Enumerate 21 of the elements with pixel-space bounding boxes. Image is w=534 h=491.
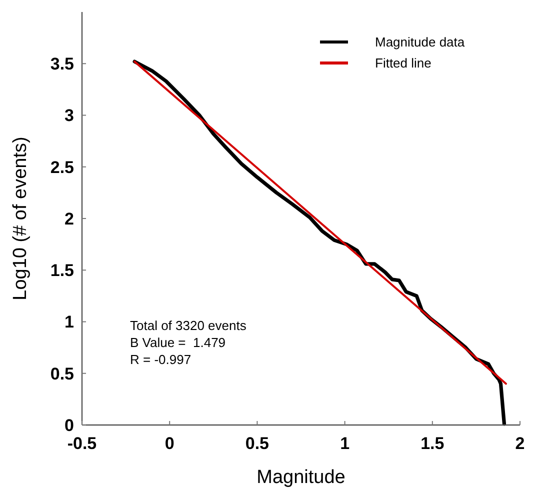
x-tick-label: -0.5 [67,434,97,453]
x-axis-title: Magnitude [256,467,346,488]
legend-label: Magnitude data [375,34,466,50]
x-tick-label: 2 [515,434,525,453]
x-tick-label: 1.5 [420,434,444,453]
x-tick-label: 0.5 [245,434,270,453]
y-tick-label: 3 [64,106,74,126]
y-tick-label: 0 [64,416,74,435]
annotation: R = -0.997 [130,352,192,367]
y-tick-label: 2.5 [50,158,74,177]
y-tick-label: 0.5 [50,364,74,384]
x-tick-label: 0 [164,434,174,453]
y-tick-label: 2 [64,209,74,228]
y-axis-title: Log10 (# of events) [10,136,31,300]
y-tick-label: 1.5 [50,261,74,280]
legend-label: Fitted line [375,56,432,71]
y-tick-label: 1 [64,312,74,332]
annotation: B Value = 1.479 [130,335,226,350]
y-tick-label: 3.5 [50,54,74,74]
annotation: Total of 3320 events [130,318,247,333]
x-tick-label: 1 [340,434,350,453]
